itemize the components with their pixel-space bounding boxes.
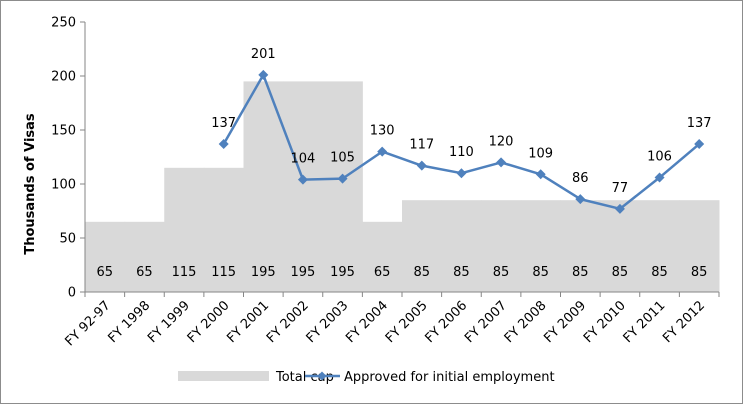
cap-bar-16 xyxy=(679,200,720,292)
approved-value-label-11: 120 xyxy=(489,134,514,149)
cap-value-label-6: 195 xyxy=(291,265,316,280)
y-tick-labels: 0 50 100 150 200 250 xyxy=(51,16,76,301)
cap-bar-2 xyxy=(124,221,165,292)
x-tick-label-9: FY 2005 xyxy=(383,298,431,346)
approved-value-label-5: 201 xyxy=(251,47,276,62)
approved-point-9 xyxy=(416,160,427,171)
approved-value-label-14: 77 xyxy=(612,181,629,196)
approved-value-label-10: 110 xyxy=(449,145,474,160)
cap-bar-3 xyxy=(164,167,205,292)
x-tick-label-10: FY 2006 xyxy=(422,298,470,346)
cap-bar-1 xyxy=(85,221,126,292)
cap-bar-8 xyxy=(362,221,403,292)
approved-labels: 137 201 104 105 130 117 110 120 109 86 77 106 137 xyxy=(211,47,711,196)
approved-value-label-7: 105 xyxy=(330,151,355,166)
x-tick-label-6: FY 2002 xyxy=(264,298,312,346)
legend: Total cap Approved for initial employmen… xyxy=(178,370,555,385)
total-cap-labels: 65 65 115 115 195 195 195 65 85 85 85 85 85 85 85 85 xyxy=(97,265,708,280)
cap-bar-13 xyxy=(560,200,601,292)
approved-point-11 xyxy=(496,157,507,168)
approved-point-6 xyxy=(297,174,308,185)
y-tick-label-6: 250 xyxy=(51,16,76,31)
approved-point-12 xyxy=(535,169,546,180)
cap-value-label-15: 85 xyxy=(651,265,668,280)
cap-value-label-5: 195 xyxy=(251,265,276,280)
total-cap-area xyxy=(85,81,720,293)
approved-value-label-8: 130 xyxy=(370,124,395,139)
x-tick-label-4: FY 2000 xyxy=(185,298,233,346)
cap-bar-5 xyxy=(243,81,284,293)
cap-value-label-3: 115 xyxy=(172,265,197,280)
x-tick-label-1: FY 92-97 xyxy=(62,298,113,349)
approved-value-label-13: 86 xyxy=(572,171,589,186)
y-tick-label-5: 200 xyxy=(51,70,76,85)
axes xyxy=(80,21,720,297)
x-tick-label-7: FY 2003 xyxy=(304,298,352,346)
approved-value-label-16: 137 xyxy=(687,116,712,131)
legend-swatch-total-cap xyxy=(178,371,269,381)
y-tick-label-2: 50 xyxy=(59,232,76,247)
approved-value-label-9: 117 xyxy=(409,138,434,153)
approved-point-16 xyxy=(694,139,705,150)
legend-label-approved: Approved for initial employment xyxy=(344,370,555,385)
x-tick-label-16: FY 2012 xyxy=(660,298,708,346)
cap-value-label-11: 85 xyxy=(493,265,510,280)
cap-value-label-2: 65 xyxy=(136,265,153,280)
x-tick-label-3: FY 1999 xyxy=(145,298,193,346)
approved-line xyxy=(218,69,705,214)
x-tick-label-15: FY 2011 xyxy=(621,298,669,346)
cap-bar-14 xyxy=(600,200,641,292)
cap-bar-4 xyxy=(203,167,244,292)
approved-point-7 xyxy=(337,173,348,184)
cap-bar-7 xyxy=(322,81,363,293)
y-axis-label: Thousands of Visas xyxy=(23,113,38,255)
x-tick-label-8: FY 2004 xyxy=(343,298,391,346)
cap-value-label-12: 85 xyxy=(532,265,549,280)
x-tick-label-5: FY 2001 xyxy=(224,298,272,346)
cap-bar-10 xyxy=(441,200,482,292)
approved-value-label-15: 106 xyxy=(647,150,672,165)
legend-marker-approved xyxy=(317,371,327,381)
approved-value-label-12: 109 xyxy=(528,146,553,161)
cap-value-label-10: 85 xyxy=(453,265,470,280)
cap-value-label-16: 85 xyxy=(691,265,708,280)
approved-value-label-4: 137 xyxy=(211,116,236,131)
y-tick-label-4: 150 xyxy=(51,124,76,139)
cap-value-label-4: 115 xyxy=(211,265,236,280)
cap-value-label-1: 65 xyxy=(97,265,114,280)
x-tick-label-11: FY 2007 xyxy=(462,298,510,346)
y-tick-label-3: 100 xyxy=(51,178,76,193)
cap-bar-9 xyxy=(402,200,443,292)
legend-label-total-cap: Total cap xyxy=(275,370,334,385)
approved-point-15 xyxy=(654,172,665,183)
cap-bar-11 xyxy=(481,200,522,292)
approved-point-5 xyxy=(258,69,269,80)
cap-bar-6 xyxy=(283,81,324,293)
x-tick-label-14: FY 2010 xyxy=(581,298,629,346)
cap-value-label-14: 85 xyxy=(612,265,629,280)
cap-value-label-13: 85 xyxy=(572,265,589,280)
x-tick-label-12: FY 2008 xyxy=(502,298,550,346)
x-tick-label-2: FY 1998 xyxy=(105,298,153,346)
cap-value-label-8: 65 xyxy=(374,265,391,280)
approved-point-14 xyxy=(614,203,625,214)
approved-point-13 xyxy=(575,194,586,205)
y-tick-label-1: 0 xyxy=(68,286,76,301)
approved-point-4 xyxy=(218,139,229,150)
cap-value-label-9: 85 xyxy=(414,265,431,280)
approved-point-10 xyxy=(456,168,467,179)
approved-point-8 xyxy=(377,146,388,157)
cap-bar-15 xyxy=(639,200,680,292)
cap-value-label-7: 195 xyxy=(330,265,355,280)
approved-value-label-6: 104 xyxy=(291,152,316,167)
cap-bar-12 xyxy=(520,200,561,292)
x-tick-label-13: FY 2009 xyxy=(541,298,589,346)
